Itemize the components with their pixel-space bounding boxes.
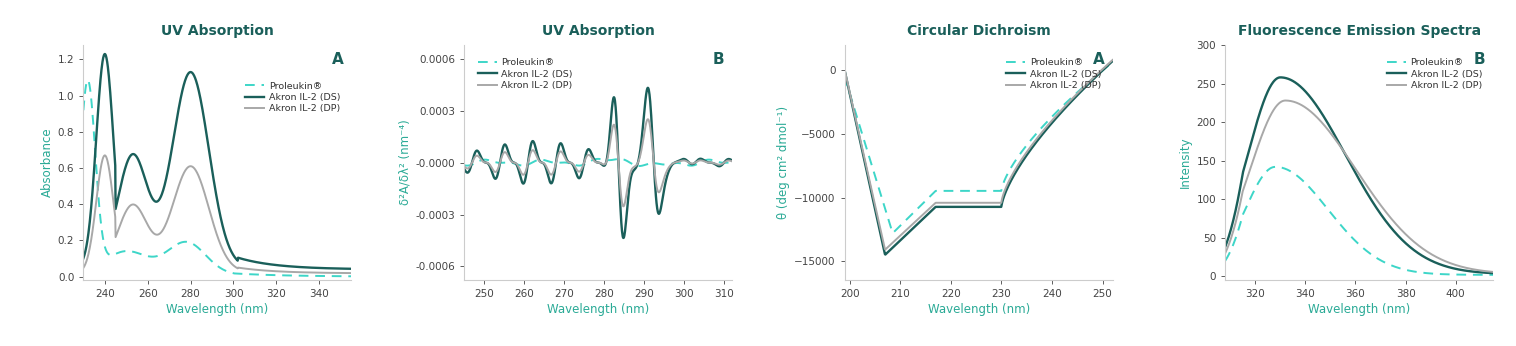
Y-axis label: Intensity: Intensity [1179,137,1192,189]
Legend: Proleukin®, Akron IL-2 (DS), Akron IL-2 (DP): Proleukin®, Akron IL-2 (DS), Akron IL-2 … [475,54,576,94]
X-axis label: Wavelength (nm): Wavelength (nm) [547,303,649,317]
Title: Fluorescence Emission Spectra: Fluorescence Emission Spectra [1237,24,1481,38]
Legend: Proleukin®, Akron IL-2 (DS), Akron IL-2 (DP): Proleukin®, Akron IL-2 (DS), Akron IL-2 … [1002,54,1105,94]
Y-axis label: δ²A/δλ² (nm⁻⁴): δ²A/δλ² (nm⁻⁴) [399,120,411,206]
Y-axis label: θ (deg cm² dmol⁻¹): θ (deg cm² dmol⁻¹) [776,106,790,219]
X-axis label: Wavelength (nm): Wavelength (nm) [928,303,1029,317]
X-axis label: Wavelength (nm): Wavelength (nm) [167,303,268,317]
Text: A: A [1093,52,1105,67]
Legend: Proleukin®, Akron IL-2 (DS), Akron IL-2 (DP): Proleukin®, Akron IL-2 (DS), Akron IL-2 … [1383,54,1486,94]
X-axis label: Wavelength (nm): Wavelength (nm) [1308,303,1410,317]
Text: A: A [332,52,344,67]
Legend: Proleukin®, Akron IL-2 (DS), Akron IL-2 (DP): Proleukin®, Akron IL-2 (DS), Akron IL-2 … [241,78,344,117]
Text: B: B [713,52,725,67]
Title: UV Absorption: UV Absorption [161,24,274,38]
Title: Circular Dichroism: Circular Dichroism [907,24,1051,38]
Text: B: B [1474,52,1486,67]
Title: UV Absorption: UV Absorption [541,24,655,38]
Y-axis label: Absorbance: Absorbance [41,128,53,198]
